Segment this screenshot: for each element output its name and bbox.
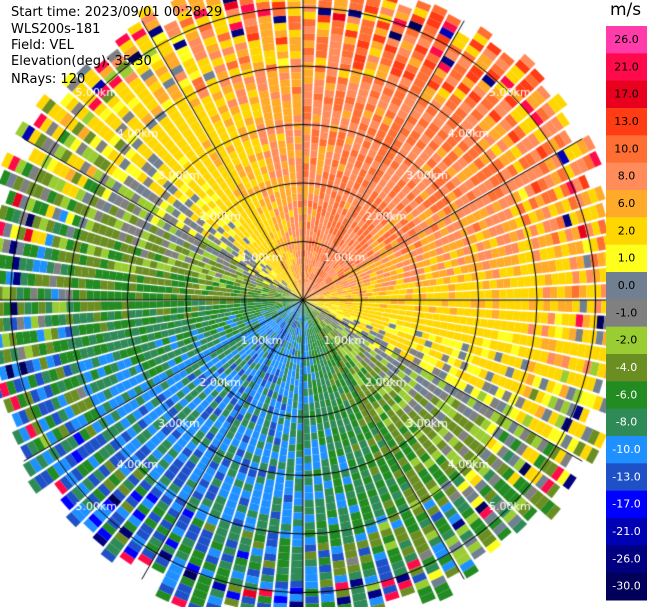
colorbar-tick-label: -30.0 <box>612 580 640 593</box>
start-time-label: Start time: 2023/09/01 00:28:29 <box>11 5 223 20</box>
colorbar-tick-label: 21.0 <box>614 60 639 73</box>
colorbar-tick-label: -10.0 <box>612 443 640 456</box>
colorbar-tick-label: -21.0 <box>612 525 640 538</box>
colorbar-tick-label: -2.0 <box>616 334 637 347</box>
colorbar-swatch <box>606 490 647 519</box>
elevation-label: Elevation(deg): 35.30 <box>11 54 152 69</box>
colorbar-swatch <box>606 436 647 464</box>
colorbar-swatch <box>606 463 647 492</box>
colorbar-unit: m/s <box>610 0 642 20</box>
colorbar-swatch <box>606 326 647 355</box>
colorbar-tick-label: -26.0 <box>612 552 640 565</box>
colorbar-swatch <box>606 162 647 191</box>
colorbar-swatch <box>606 26 647 54</box>
colorbar-swatch <box>606 53 647 82</box>
colorbar-swatch <box>606 217 647 246</box>
colorbar-tick-label: -4.0 <box>616 361 637 374</box>
colorbar-swatch <box>606 572 647 601</box>
colorbar-tick-label: 6.0 <box>618 197 636 210</box>
colorbar-tick-label: 26.0 <box>614 33 639 46</box>
colorbar-swatch <box>606 408 647 437</box>
colorbar-swatch <box>606 80 647 109</box>
colorbar-tick-label: 13.0 <box>614 115 639 128</box>
colorbar-swatch <box>606 108 647 136</box>
colorbar-tick-label: -17.0 <box>612 498 640 511</box>
colorbar-tick-label: -6.0 <box>616 388 637 401</box>
nrays-label: NRays: 120 <box>11 72 86 87</box>
colorbar-swatch <box>606 299 647 328</box>
colorbar-tick-label: 0.0 <box>618 279 636 292</box>
station-label: WLS200s-181 <box>11 22 101 37</box>
colorbar-swatch <box>606 190 647 218</box>
colorbar-swatch <box>606 135 647 164</box>
colorbar-tick-label: 10.0 <box>614 142 639 155</box>
colorbar-swatch <box>606 272 647 300</box>
colorbar-tick-label: 8.0 <box>618 170 636 183</box>
colorbar-swatch <box>606 244 647 273</box>
colorbar: 26.0 21.0 17.0 13.0 10.0 8.0 6.0 2.0 1.0 0.0 -1.0 -… <box>606 26 647 601</box>
colorbar-tick-label: 2.0 <box>618 224 636 237</box>
colorbar-tick-label: -1.0 <box>616 306 637 319</box>
colorbar-tick-label: 1.0 <box>618 252 636 265</box>
colorbar-tick-label: -13.0 <box>612 470 640 483</box>
field-label: Field: VEL <box>11 38 74 53</box>
colorbar-tick-label: -8.0 <box>616 416 637 429</box>
colorbar-swatch <box>606 518 647 546</box>
colorbar-swatch <box>606 545 647 574</box>
colorbar-swatch <box>606 354 647 382</box>
colorbar-tick-label: 17.0 <box>614 88 639 101</box>
colorbar-swatch <box>606 381 647 410</box>
